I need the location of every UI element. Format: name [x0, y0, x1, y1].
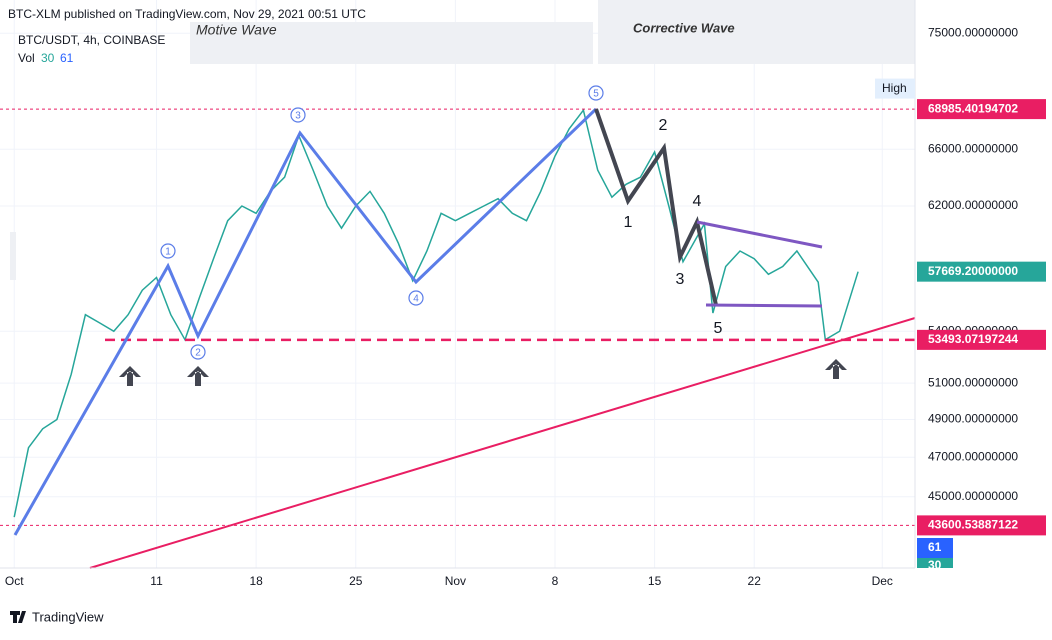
wave-label: 4 — [413, 294, 419, 305]
symbol: BTC/USDT, 4h, COINBASE — [18, 33, 165, 47]
corrective-wave — [594, 108, 718, 306]
published: BTC-XLM published on TradingView.com, No… — [8, 7, 366, 21]
motive-wave — [13, 107, 598, 536]
vol-ma-value: 61 — [60, 51, 74, 65]
vol-ma-label-bg — [917, 538, 953, 558]
price-label-bg — [917, 99, 1046, 120]
wave-label: 2 — [195, 348, 201, 359]
footer: TradingView — [32, 609, 104, 624]
wave-label: 3 — [676, 271, 685, 288]
y-tick-label: 47000.00000000 — [928, 449, 1018, 463]
arrow — [825, 359, 847, 379]
x-tick-label: Dec — [872, 574, 893, 588]
vol-label-bg — [917, 558, 953, 568]
price-label: 43600.53887122 — [928, 518, 1018, 532]
price-label: 53493.07197244 — [928, 332, 1018, 346]
vol-title: Vol — [18, 51, 35, 65]
wave-circles — [160, 85, 604, 360]
vol-ma-label: 61 — [928, 540, 942, 554]
wave-circle — [408, 290, 424, 306]
vol-label: 30 — [928, 558, 942, 572]
wave-circle — [160, 243, 176, 259]
trendline — [89, 317, 916, 569]
vol-value: 30 — [41, 51, 55, 65]
wave-label: 1 — [165, 247, 171, 258]
price-label: 57669.20000000 — [928, 264, 1018, 278]
price-label-bg — [917, 261, 1046, 282]
price-tag-bg — [875, 78, 915, 99]
x-tick-label: 25 — [349, 574, 363, 588]
wave-label: 3 — [295, 111, 301, 122]
wave-label: 4 — [693, 193, 702, 210]
wave-circle — [588, 85, 604, 101]
triangle-bottom — [705, 303, 823, 308]
wave-label: 5 — [714, 320, 723, 337]
y-tick-label: 75000.00000000 — [928, 25, 1018, 39]
wave-label: 1 — [624, 214, 633, 231]
side-handle — [10, 232, 16, 280]
x-tick-label: 8 — [552, 574, 559, 588]
motive-labels: 1 2 3 4 5 — [165, 89, 599, 359]
corrective-box-label: Corrective Wave — [633, 20, 735, 35]
x-tick-label: Oct — [5, 574, 24, 588]
y-tick-label: 66000.00000000 — [928, 141, 1018, 155]
y-tick-label: 49000.00000000 — [928, 412, 1018, 426]
y-tick-label: 51000.00000000 — [928, 375, 1018, 389]
wave-label: 2 — [659, 117, 668, 134]
corrective-box — [598, 0, 917, 64]
y-tick-label: 45000.00000000 — [928, 489, 1018, 503]
arrows — [119, 359, 847, 386]
wave-label: 5 — [593, 89, 599, 100]
price-tag: High — [882, 81, 907, 95]
price-label-bg — [917, 329, 1046, 350]
y-tick-label: 62000.00000000 — [928, 198, 1018, 212]
triangle-top — [696, 220, 823, 249]
corrective-labels: 1 2 3 4 5 — [624, 117, 723, 337]
price-label: 68985.40194702 — [928, 101, 1018, 115]
price-label-bg — [917, 515, 1046, 536]
x-tick-label: 11 — [150, 574, 163, 588]
wave-circle — [290, 107, 306, 123]
motive-box-label: Motive Wave — [196, 22, 277, 38]
tv-logo — [10, 611, 26, 623]
price-axis — [915, 0, 1052, 568]
wave-circle — [190, 344, 206, 360]
x-tick-label: 22 — [748, 574, 762, 588]
x-tick-label: Nov — [445, 574, 466, 588]
axis-labels: 75000.00000000 66000.00000000 62000.000000… — [5, 25, 1046, 588]
x-tick-label: 15 — [648, 574, 662, 588]
arrow — [187, 366, 209, 386]
x-tick-label: 18 — [249, 574, 263, 588]
arrow — [119, 366, 141, 386]
motive-box — [190, 22, 593, 64]
